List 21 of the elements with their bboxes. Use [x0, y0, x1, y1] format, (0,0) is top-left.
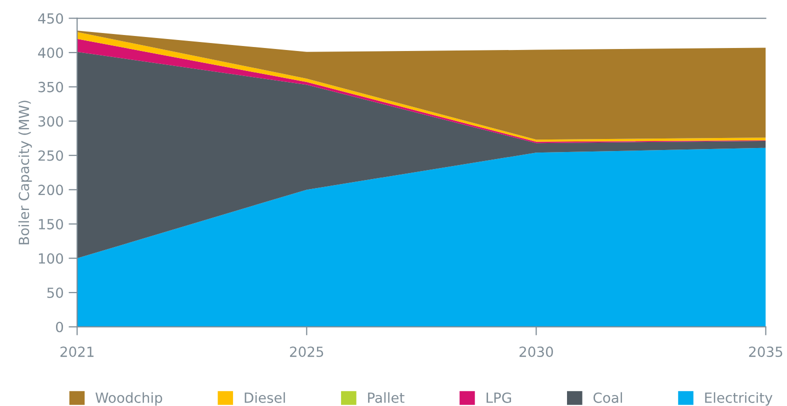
legend-label: Pallet: [368, 392, 404, 403]
legend-label: Woodchip: [96, 392, 162, 406]
y-tick-label: 100: [38, 253, 64, 264]
y-tick-label: 450: [38, 13, 64, 24]
legend-label: LPG: [486, 392, 512, 403]
y-tick-label: 250: [38, 150, 64, 161]
x-tick-label: 2035: [749, 346, 782, 358]
legend-label: Diesel: [244, 392, 285, 403]
x-tick-label: 2021: [60, 346, 94, 358]
y-tick-label: 300: [38, 116, 64, 127]
y-tick-label: 150: [38, 218, 64, 230]
legend-label: Coal: [593, 392, 622, 403]
x-tick-label: 2030: [520, 346, 553, 358]
y-tick-label: 0: [56, 322, 64, 332]
y-tick-label: 200: [38, 184, 64, 196]
y-tick-label: 400: [38, 48, 64, 58]
legend-label: Electricity: [705, 392, 772, 406]
y-tick-label: 50: [47, 288, 64, 298]
y-tick-label: 350: [38, 82, 64, 92]
x-tick-label: 2025: [290, 346, 324, 358]
y-axis-title: Boiler Capacity (MW): [18, 100, 32, 244]
